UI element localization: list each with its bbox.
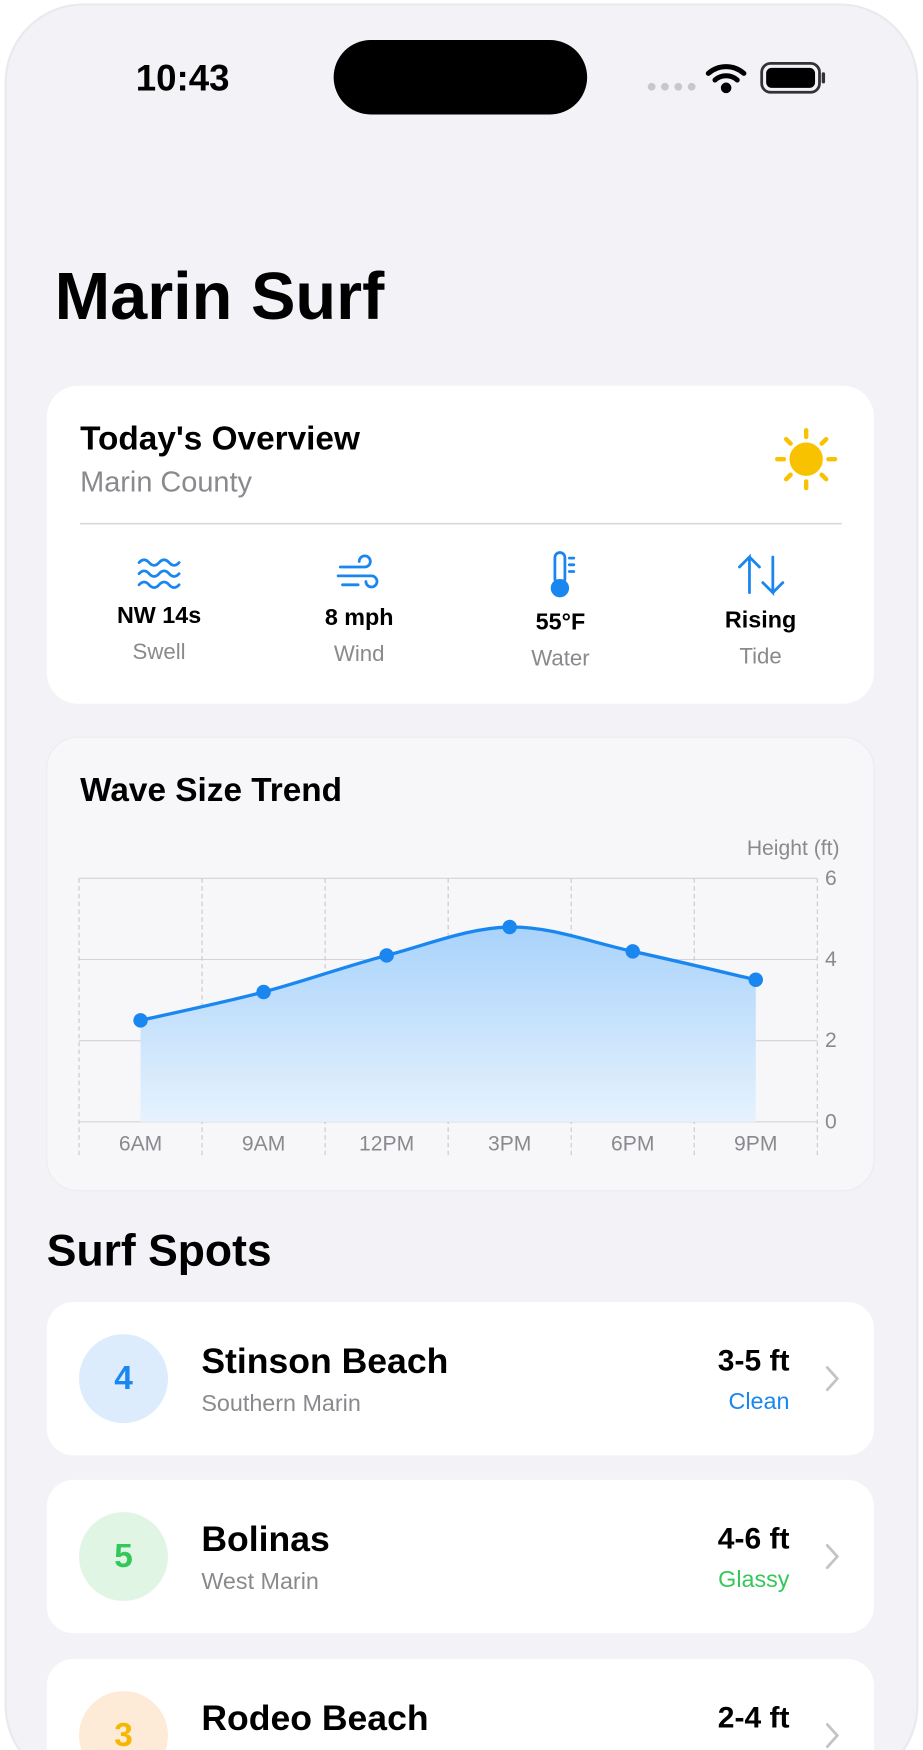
stat-icons (137, 551, 785, 598)
rating-badge (79, 1334, 168, 1424)
signal-icon (647, 82, 696, 91)
overview-title: Today's Overview (80, 421, 360, 458)
point (625, 944, 640, 959)
section-title: Surf Spots (47, 1226, 272, 1275)
point (256, 984, 271, 1000)
spot-size: 4-6 ft (718, 1522, 790, 1555)
x-tick-label: 9PM (734, 1133, 777, 1156)
page-title: Marin Surf (55, 260, 386, 334)
spot-region: West Marin (201, 1568, 319, 1594)
overview-subtitle: Marin County (80, 467, 252, 499)
x-tick-label: 12PM (359, 1133, 414, 1156)
point (502, 919, 517, 935)
wifi-icon (705, 64, 747, 94)
area-fill (140, 927, 756, 1122)
x-tick-label: 6AM (119, 1133, 162, 1156)
rating-number: 5 (114, 1538, 133, 1575)
spot-condition: Glassy (718, 1566, 790, 1592)
point (379, 948, 394, 963)
chart-title: Wave Size Trend (80, 772, 342, 809)
point (748, 972, 763, 988)
stat-value: 55°F (536, 609, 586, 635)
stat-label: Tide (739, 643, 781, 668)
y-tick-label: 4 (825, 948, 837, 971)
spot-row[interactable]: 4 Stinson Beach Southern Marin 3-5 ft Clean (46, 1301, 874, 1456)
x-tick-label: 3PM (488, 1133, 531, 1156)
spot-name: Rodeo Beach (201, 1698, 428, 1738)
dynamic-island (333, 40, 588, 115)
point (133, 1013, 148, 1028)
spot-card (46, 1479, 874, 1634)
x-tick-label: 6PM (611, 1133, 654, 1156)
rating-number: 4 (114, 1360, 133, 1397)
y-axis-label: Height (ft) (747, 837, 840, 860)
battery-icon (760, 61, 826, 94)
spot-size: 2-4 ft (718, 1701, 790, 1734)
rating-badge (79, 1691, 168, 1750)
sun-icon (775, 428, 838, 491)
stat-label: Swell (133, 639, 186, 664)
line (140, 925, 757, 1022)
chevron (825, 1366, 840, 1392)
spot-size: 3-5 ft (718, 1344, 790, 1377)
stat-value: Rising (725, 606, 796, 632)
y-tick-label: 2 (825, 1029, 837, 1052)
rating-badge (79, 1512, 168, 1602)
y-tick-label: 0 (825, 1110, 837, 1133)
spot-condition: Clean (729, 1388, 790, 1414)
chevron (825, 1544, 840, 1570)
y-tick-label: 6 (825, 867, 837, 890)
stat-label: Water (531, 646, 590, 671)
spot-region: Southern Marin (201, 1390, 361, 1416)
spot-card (46, 1301, 874, 1456)
spot-name: Bolinas (201, 1519, 329, 1559)
rating-number: 3 (114, 1717, 133, 1750)
chevron (825, 1723, 840, 1749)
spot-row[interactable]: 3 Rodeo Beach 2-4 ft (46, 1658, 874, 1750)
spot-row[interactable]: 5 Bolinas West Marin 4-6 ft Glassy (46, 1479, 874, 1634)
stat-value: NW 14s (117, 602, 201, 628)
x-tick-label: 9AM (242, 1133, 285, 1156)
stat-value: 8 mph (325, 604, 394, 630)
status-time: 10:43 (136, 57, 230, 98)
spot-card (46, 1658, 874, 1750)
spot-name: Stinson Beach (201, 1341, 448, 1381)
overview-card (46, 385, 874, 704)
stat-label: Wind (334, 641, 385, 666)
